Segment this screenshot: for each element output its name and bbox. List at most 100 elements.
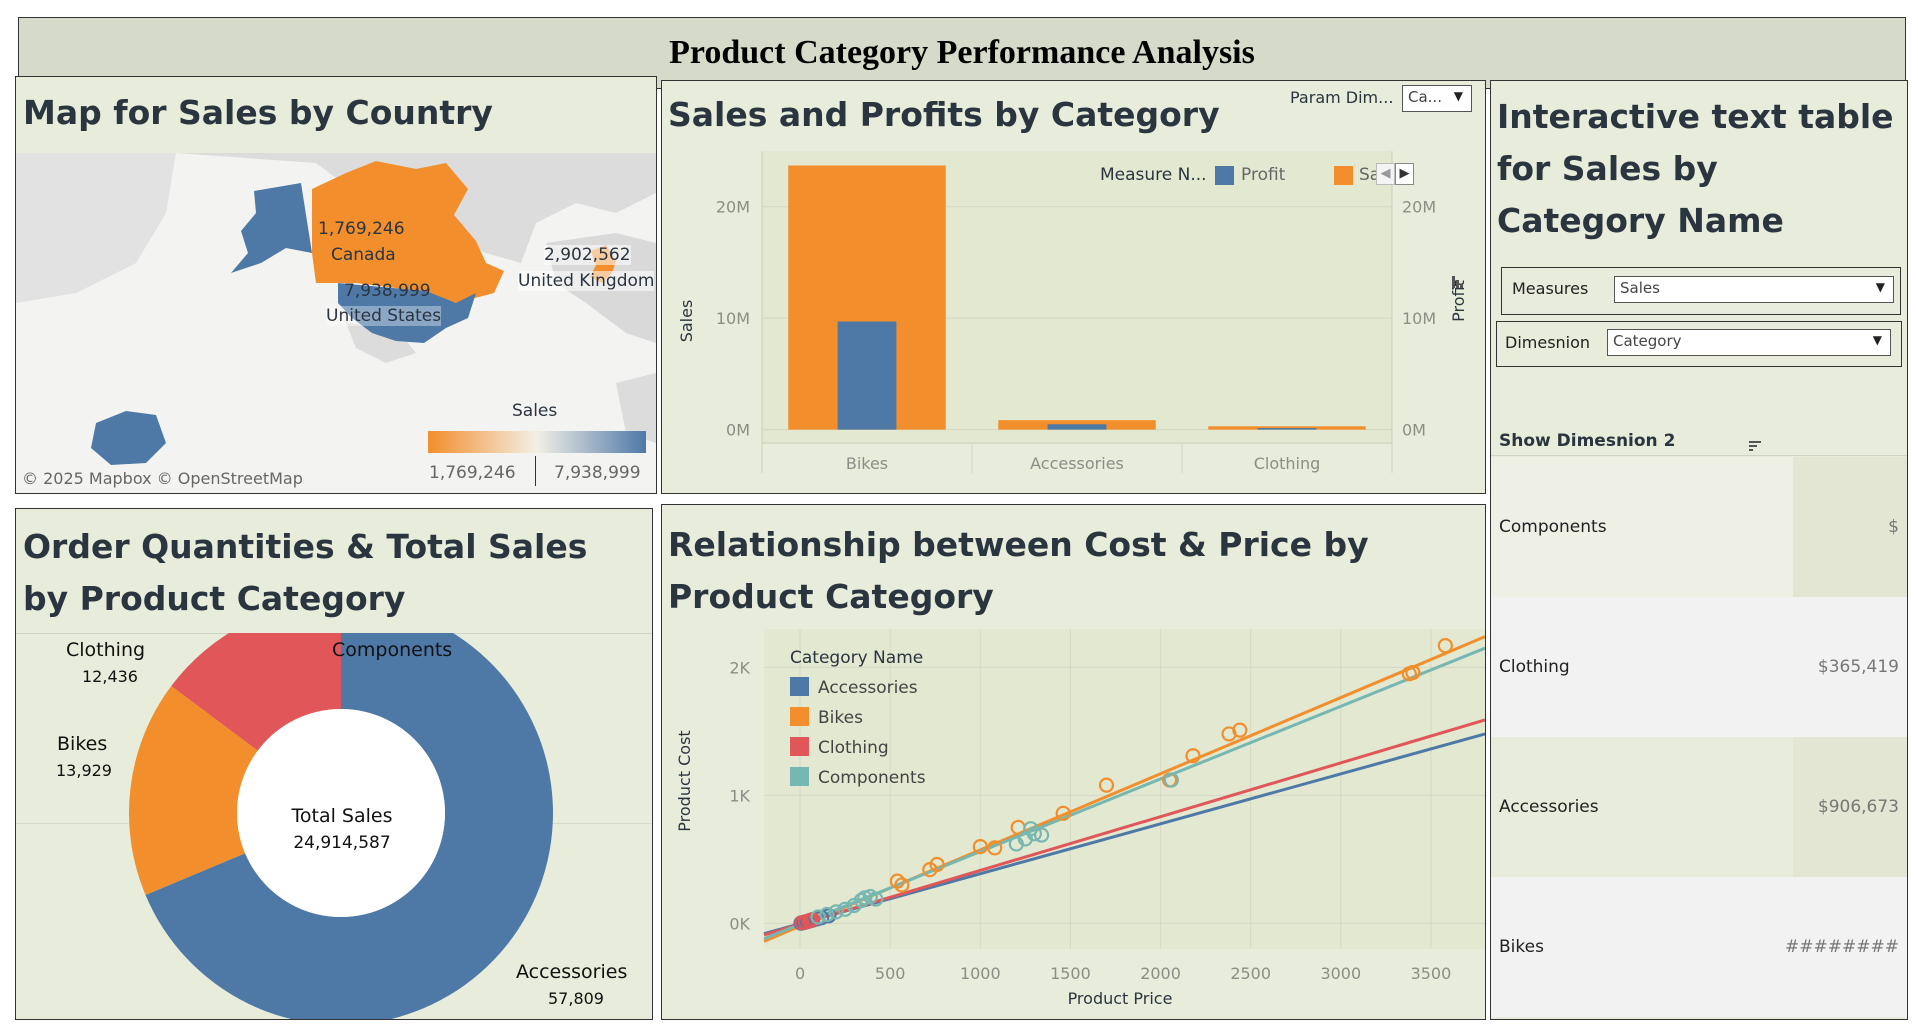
table-row[interactable]: Components $ <box>1491 457 1907 597</box>
bar-legend-title: Measure N... <box>1100 165 1207 185</box>
table-row[interactable]: Accessories $906,673 <box>1491 737 1907 877</box>
legend-label-bikes[interactable]: Bikes <box>818 708 863 728</box>
dimension-label: Dimesnion <box>1505 333 1591 352</box>
australia-shape[interactable] <box>91 411 166 465</box>
usa-shape[interactable] <box>338 283 476 343</box>
show-dimension-label: Show Dimesnion 2 <box>1499 431 1676 451</box>
trendline-components[interactable] <box>763 646 1485 941</box>
bar-profit-accessories[interactable] <box>1047 424 1107 430</box>
donut-svg <box>128 633 553 1020</box>
scatter-point-components[interactable] <box>828 904 844 920</box>
legend-label-accessories[interactable]: Accessories <box>818 678 918 698</box>
bar-chart-svg: 0M 0M 10M 10M 20M 20M Bikes Accessories Clothing… <box>677 151 1468 473</box>
measures-control: Measures Sales ▼ <box>1501 267 1901 315</box>
bar-sales-clothing[interactable] <box>1208 426 1366 430</box>
bar-xtick: Bikes <box>846 454 888 473</box>
map-label-canada-name: Canada <box>331 245 396 265</box>
scatter-point-bikes[interactable] <box>1098 777 1115 793</box>
bar-profit-bikes[interactable] <box>837 321 897 430</box>
map-legend-min: 1,769,246 <box>429 463 516 483</box>
scatter-point-bikes[interactable] <box>1185 748 1201 764</box>
table-row-value: $365,419 <box>1817 657 1899 677</box>
scatter-point-bikes[interactable] <box>1232 722 1248 738</box>
table-row[interactable]: Bikes ######## <box>1491 877 1907 1017</box>
scatter-xlabel: Product Price <box>1068 989 1173 1008</box>
scatter-point-components[interactable] <box>1033 827 1050 843</box>
map-credits: © 2025 Mapbox © OpenStreetMap <box>22 469 303 488</box>
bar-legend-sales-swatch <box>1334 166 1353 185</box>
scatter-point-bikes[interactable] <box>922 862 938 878</box>
legend-next-icon[interactable]: ▶ <box>1395 163 1414 185</box>
scatter-xtick: 2500 <box>1230 964 1271 983</box>
map-label-uk-value: 2,902,562 <box>544 245 631 265</box>
donut-center-label: Total Sales <box>291 805 393 827</box>
bar-ytick-left: 0M <box>726 421 750 440</box>
map-legend-title: Sales <box>512 401 558 421</box>
map-label-usa-name: United States <box>326 306 442 326</box>
table-row-value: $906,673 <box>1817 797 1899 817</box>
donut-hole <box>237 709 445 917</box>
map-canvas[interactable]: 1,769,246 Canada 7,938,999 United States… <box>16 153 656 493</box>
scatter-point-components[interactable] <box>810 909 826 925</box>
dashboard-title: Product Category Performance Analysis <box>669 34 1255 71</box>
donut-value-accessories: 57,809 <box>548 989 604 1008</box>
legend-prev-icon[interactable]: ◀ <box>1376 163 1395 185</box>
table-row-name: Clothing <box>1499 657 1570 677</box>
scatter-point-components[interactable] <box>868 891 884 907</box>
legend-label-clothing[interactable]: Clothing <box>818 738 889 758</box>
scatter-point-bikes[interactable] <box>1437 638 1453 654</box>
sort-icon[interactable] <box>1749 433 1761 451</box>
donut-slice-bikes[interactable] <box>128 685 258 896</box>
scatter-point-components[interactable] <box>1023 821 1039 837</box>
scatter-ylabel: Product Cost <box>675 730 694 831</box>
donut-value-clothing: 12,436 <box>82 667 138 686</box>
table-row[interactable]: Clothing $365,419 <box>1491 597 1907 737</box>
scatter-point-bikes[interactable] <box>894 877 910 893</box>
scatter-ytick: 2K <box>729 658 750 677</box>
bar-profit-clothing[interactable] <box>1257 428 1317 430</box>
param-dim-select[interactable]: Ca... ▼ <box>1402 85 1472 112</box>
legend-label-components[interactable]: Components <box>818 768 926 788</box>
bar-ticks: 0M 0M 10M 10M 20M 20M Bikes Accessories Clothing <box>716 198 1436 473</box>
scatter-point-bikes[interactable] <box>972 839 988 855</box>
alaska-shape[interactable] <box>231 183 312 273</box>
scatter-point-bikes[interactable] <box>889 873 905 889</box>
donut-slice-clothing[interactable] <box>171 633 341 751</box>
bar-ytick-right: 10M <box>1402 309 1436 328</box>
bar-legend-profit[interactable]: Profit <box>1241 165 1286 185</box>
scatter-point-bikes[interactable] <box>1055 805 1071 821</box>
trendline-clothing[interactable] <box>763 718 1485 937</box>
dimension-select[interactable]: Category ▼ <box>1607 329 1891 356</box>
measures-select[interactable]: Sales ▼ <box>1614 276 1894 303</box>
scatter-point-components[interactable] <box>819 906 835 923</box>
sort-icon[interactable] <box>1452 276 1463 288</box>
donut-slice-accessories[interactable] <box>145 633 553 1020</box>
legend-swatch-accessories <box>790 677 809 696</box>
legend-swatch-components <box>790 767 809 786</box>
chevron-down-icon: ▼ <box>1875 280 1885 294</box>
map-label-canada-value: 1,769,246 <box>318 219 405 239</box>
bar-ytick-right: 20M <box>1402 198 1436 217</box>
scatter-point-components[interactable] <box>1163 772 1179 788</box>
scatter-legend-title: Category Name <box>790 648 923 668</box>
scatter-panel: Relationship between Cost & Price by Pro… <box>661 504 1486 1020</box>
chevron-down-icon: ▼ <box>1453 89 1463 103</box>
scatter-xtick: 0 <box>795 964 805 983</box>
map-panel: Map for Sales by Country 1,769,246 Canad… <box>15 76 657 494</box>
bar-xtick: Accessories <box>1030 454 1124 473</box>
scatter-point-bikes[interactable] <box>1405 664 1421 681</box>
bar-ylabel-right: Profit <box>1449 280 1468 322</box>
scatter-point-components[interactable] <box>837 901 853 917</box>
canada-shape[interactable] <box>312 161 504 303</box>
scatter-point-bikes[interactable] <box>987 840 1003 856</box>
map-svg <box>16 153 656 465</box>
donut-panel: Order Quantities & Total Sales by Produc… <box>15 508 653 1020</box>
land-africa <box>616 373 656 443</box>
table-divider <box>1491 455 1907 456</box>
scatter-point-components[interactable] <box>853 892 869 908</box>
scatter-xtick: 1000 <box>960 964 1001 983</box>
scatter-ytick: 1K <box>729 786 750 805</box>
map-legend-divider <box>535 456 536 486</box>
land-west <box>16 153 176 303</box>
bar-legend-sales[interactable]: Sa <box>1359 165 1381 185</box>
